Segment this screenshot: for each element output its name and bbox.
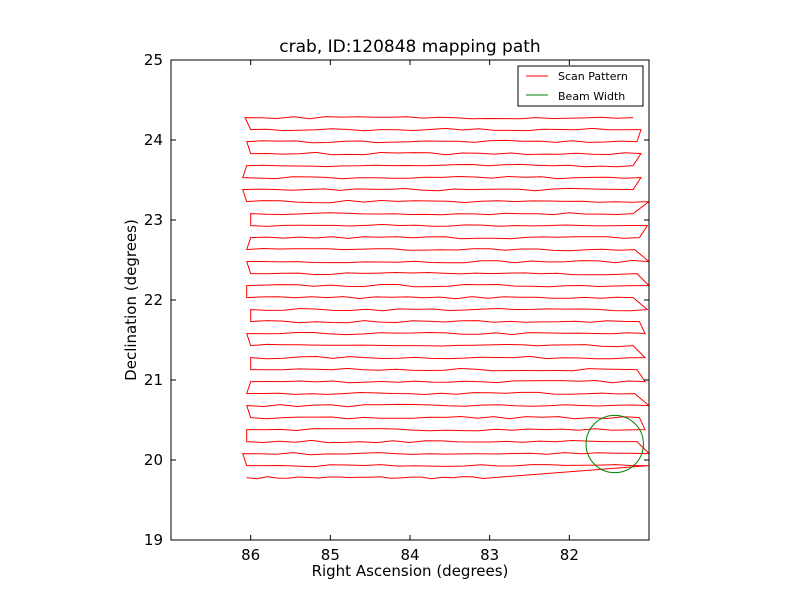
legend-box	[517, 65, 644, 107]
y-tick-label: 21	[144, 371, 163, 389]
scan-pattern-series	[242, 116, 649, 480]
legend-label-scan-pattern: Scan Pattern	[558, 70, 628, 83]
legend: Scan Pattern Beam Width	[517, 65, 644, 107]
y-tick-label: 19	[144, 531, 163, 549]
x-tick-label: 85	[321, 546, 340, 564]
x-axis-ticks: 86 85 84 83 82	[241, 60, 579, 564]
x-tick-label: 86	[241, 546, 260, 564]
x-axis-label: Right Ascension (degrees)	[312, 562, 509, 580]
legend-label-beam-width: Beam Width	[558, 90, 625, 103]
y-tick-label: 23	[144, 211, 163, 229]
x-tick-label: 84	[400, 546, 419, 564]
y-tick-label: 25	[144, 51, 163, 69]
scan-pattern-line	[242, 116, 649, 480]
y-axis-ticks: 19 20 21 22 23 24 25	[144, 51, 649, 549]
x-tick-label: 83	[480, 546, 499, 564]
chart-title: crab, ID:120848 mapping path	[279, 37, 540, 57]
y-tick-label: 24	[144, 131, 163, 149]
y-tick-label: 20	[144, 451, 163, 469]
plot-frame	[170, 59, 650, 541]
y-axis-label: Declination (degrees)	[122, 219, 140, 381]
x-tick-label: 82	[560, 546, 579, 564]
y-tick-label: 22	[144, 291, 163, 309]
beam-width-series	[585, 414, 644, 474]
beam-width-circle	[585, 414, 644, 474]
